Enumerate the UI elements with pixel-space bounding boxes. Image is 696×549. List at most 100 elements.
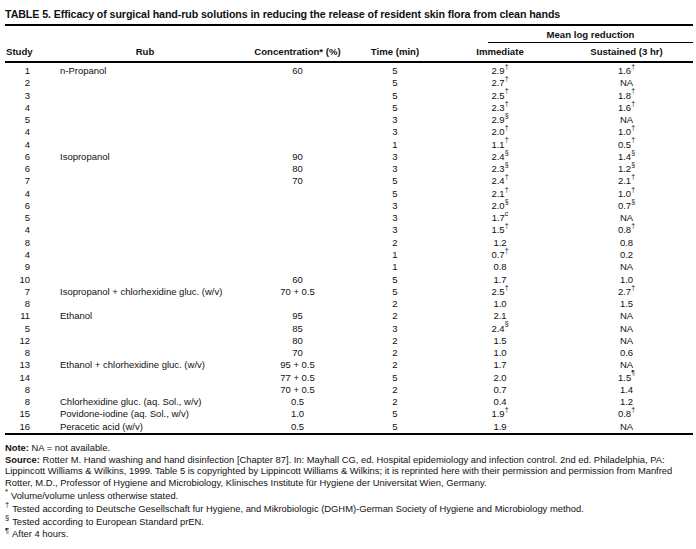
cell-immediate: 1.9 [440, 421, 560, 434]
cell-immediate: 1.5† [440, 224, 560, 236]
cell-sustained: NA [560, 310, 693, 322]
table-row: 7 Isopropanol + chlorhexidine gluc. (w/v… [5, 286, 693, 298]
cell-immediate: 1.7c [440, 212, 560, 224]
cell-concentration [245, 212, 350, 224]
cell-time: 3 [350, 163, 440, 175]
table-row: 4 3 2.0† 1.0† [5, 126, 693, 138]
cell-sustained: NA [560, 261, 693, 273]
cell-study: 14 [5, 372, 45, 384]
cell-time: 5 [350, 408, 440, 420]
cell-study: 12 [5, 335, 45, 347]
cell-immediate: 2.7† [440, 77, 560, 89]
cell-study: 8 [5, 347, 45, 359]
table-header: Mean log reduction Study Rub Concentrati… [5, 25, 693, 62]
table-row: 5 85 3 2.4§ NA [5, 323, 693, 335]
cell-immediate: 1.9† [440, 408, 560, 420]
cell-time: 2 [350, 396, 440, 408]
table-row: 6 80 3 2.3§ 1.2§ [5, 163, 693, 175]
cell-sustained: 2.1† [560, 175, 693, 187]
cell-sustained: NA [560, 359, 693, 371]
cell-concentration: 60 [245, 274, 350, 286]
table-row: 7 70 5 2.4† 2.1† [5, 175, 693, 187]
cell-rub: Chlorhexidine gluc. (aq. Sol., w/v) [45, 396, 245, 408]
cell-sustained: NA [560, 323, 693, 335]
cell-time: 1 [350, 249, 440, 261]
cell-sustained: 0.7§ [560, 200, 693, 212]
cell-study: 10 [5, 274, 45, 286]
cell-time: 3 [350, 323, 440, 335]
table-row: 5 3 2.9§ NA [5, 114, 693, 126]
cell-rub [45, 261, 245, 273]
cell-concentration: 0.5 [245, 396, 350, 408]
cell-study: 7 [5, 286, 45, 298]
cell-concentration: 60 [245, 62, 350, 77]
cell-study: 3 [5, 90, 45, 102]
cell-concentration [245, 102, 350, 114]
cell-study: 4 [5, 224, 45, 236]
cell-study: 8 [5, 237, 45, 249]
cell-study: 2 [5, 77, 45, 89]
group-header-cell: Mean log reduction [440, 25, 693, 43]
cell-sustained: 1.4§ [560, 151, 693, 163]
cell-concentration [245, 126, 350, 138]
cell-time: 2 [350, 298, 440, 310]
cell-study: 16 [5, 421, 45, 434]
cell-study: 8 [5, 396, 45, 408]
cell-rub [45, 77, 245, 89]
cell-immediate: 2.1† [440, 188, 560, 200]
footnote-dghm: †Tested according to Deutsche Gesellscha… [5, 504, 693, 515]
table-body: 1 n-Propanol 60 5 2.9† 1.6† 2 5 2.7† NA … [5, 62, 693, 434]
col-header-sustained: Sustained (3 hr) [560, 43, 693, 62]
cell-concentration: 85 [245, 323, 350, 335]
cell-sustained: 0.5† [560, 139, 693, 151]
table-row: 2 5 2.7† NA [5, 77, 693, 89]
cell-concentration: 95 + 0.5 [245, 359, 350, 371]
cell-concentration [245, 298, 350, 310]
table-row: 16 Peracetic acid (w/v) 0.5 5 1.9 NA [5, 421, 693, 434]
cell-time: 5 [350, 421, 440, 434]
table-row: 8 2 1.0 1.5 [5, 298, 693, 310]
cell-immediate: 0.7 [440, 384, 560, 396]
pilcrow-symbol: ¶ [5, 526, 9, 535]
cell-sustained: NA [560, 335, 693, 347]
cell-study: 5 [5, 212, 45, 224]
cell-immediate: 1.7 [440, 274, 560, 286]
cell-study: 5 [5, 114, 45, 126]
cell-rub: Povidone-iodine (aq. Sol., w/v) [45, 408, 245, 420]
cell-sustained: 1.2§ [560, 163, 693, 175]
cell-rub: Peracetic acid (w/v) [45, 421, 245, 434]
cell-sustained: NA [560, 114, 693, 126]
cell-sustained: 1.2 [560, 396, 693, 408]
cell-time: 5 [350, 62, 440, 77]
cell-time: 5 [350, 102, 440, 114]
cell-immediate: 0.7† [440, 249, 560, 261]
cell-study: 1 [5, 62, 45, 77]
cell-rub [45, 237, 245, 249]
table-row: 8 70 + 0.5 2 0.7 1.4 [5, 384, 693, 396]
cell-time: 2 [350, 335, 440, 347]
cell-rub [45, 347, 245, 359]
cell-study: 4 [5, 249, 45, 261]
cell-time: 2 [350, 237, 440, 249]
cell-sustained: 0.8† [560, 408, 693, 420]
table-row: 8 Chlorhexidine gluc. (aq. Sol., w/v) 0.… [5, 396, 693, 408]
cell-study: 6 [5, 163, 45, 175]
cell-rub [45, 139, 245, 151]
table-row: 15 Povidone-iodine (aq. Sol., w/v) 1.0 5… [5, 408, 693, 420]
table-row: 4 1 1.1† 0.5† [5, 139, 693, 151]
cell-immediate: 2.5† [440, 286, 560, 298]
note-label: Note: [5, 442, 29, 453]
cell-study: 6 [5, 151, 45, 163]
cell-immediate: 1.0 [440, 298, 560, 310]
table-row: 8 70 2 1.0 0.6 [5, 347, 693, 359]
cell-concentration [245, 188, 350, 200]
table-row: 13 Ethanol + chlorhexidine gluc. (w/v) 9… [5, 359, 693, 371]
cell-concentration [245, 77, 350, 89]
cell-rub [45, 372, 245, 384]
cell-immediate: 2.4† [440, 175, 560, 187]
cell-concentration [245, 249, 350, 261]
cell-rub [45, 200, 245, 212]
cell-immediate: 2.0§ [440, 200, 560, 212]
cell-time: 5 [350, 77, 440, 89]
cell-study: 5 [5, 323, 45, 335]
